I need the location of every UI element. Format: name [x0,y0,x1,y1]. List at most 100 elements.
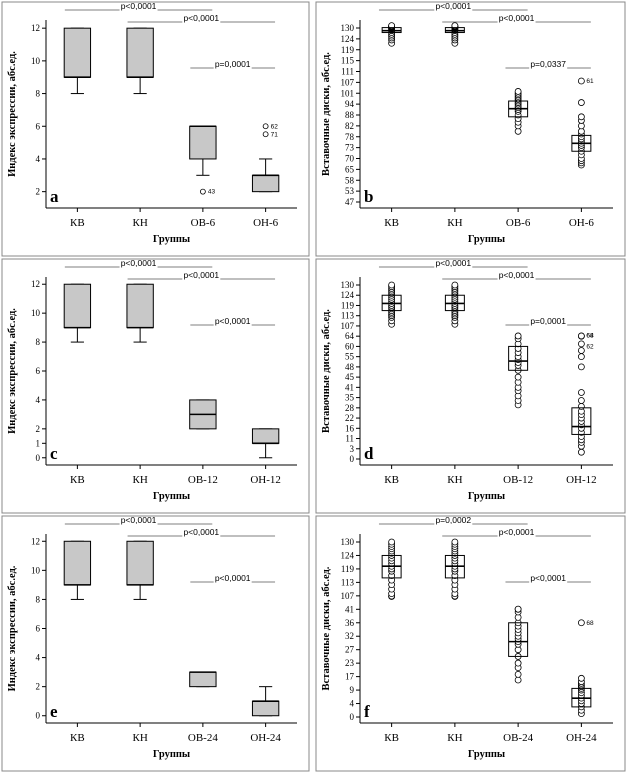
significance-label: p<0,0001 [215,316,251,326]
box [63,283,92,329]
y-tick-label: 55 [345,352,355,362]
y-tick-label: 124 [341,290,355,300]
box [508,345,529,371]
data-point [577,99,585,106]
panel-b: 4753586570737882889410110711111511912413… [315,1,626,257]
y-tick-label: 88 [345,110,355,120]
significance-label: p<0,0001 [121,1,157,11]
significance-label-bg [182,529,221,538]
data-point [451,538,459,546]
significance-label: p<0,0001 [121,258,157,268]
box [189,125,217,160]
y-tick-label: 119 [341,300,355,310]
y-tick-label: 107 [341,77,355,87]
data-point [577,347,585,354]
box [63,27,92,78]
significance-label: p=0,0002 [435,515,471,525]
panel-letter: d [364,444,374,463]
y-axis-title: Вставочные диски, абс.ед. [321,309,332,433]
significance-label: p=0,0001 [530,316,566,326]
panel-letter: c [50,444,58,463]
box [189,671,217,688]
y-tick-label: 6 [36,121,41,131]
y-tick-label: 2 [36,682,41,692]
y-tick-label: 8 [36,89,41,99]
x-category-label: КН [447,217,462,229]
outlier-label: 71 [271,131,279,138]
outlier-label: 43 [208,189,216,196]
y-tick-label: 36 [345,618,355,628]
x-category-label: ОН-6 [253,217,279,229]
y-tick-label: 47 [345,197,355,207]
significance-label-bg [182,272,221,281]
data-point [577,353,585,361]
x-category-label: КВ [384,474,399,486]
y-tick-label: 10 [31,565,41,575]
panel-frame [1,515,310,772]
y-tick-label: 101 [341,88,355,98]
y-tick-label: 32 [345,631,354,641]
significance-label: p<0,0001 [499,270,535,280]
y-tick-label: 107 [341,591,355,601]
y-tick-label: 4 [36,653,41,663]
panel-letter: e [50,702,58,721]
significance-label: p<0,0001 [499,527,535,537]
y-tick-label: 16 [345,423,355,433]
panel-frame [315,258,626,514]
y-tick-label: 60 [345,341,355,351]
significance-label-bg [434,3,473,12]
significance-label-bg [119,260,158,269]
y-tick-label: 12 [31,536,40,546]
data-point [577,448,585,456]
panel-frame [1,1,310,257]
y-axis-title: Индекс экспрессии, абс.ед. [7,565,18,691]
y-tick-label: 78 [345,132,355,142]
x-category-label: ОН-24 [566,732,597,744]
significance-label-bg [182,15,221,24]
y-tick-label: 130 [341,537,355,547]
panel-e: 0 2 4 6 8 10 12 КВ КН ОВ-24 ОН-24 Группы Индекс эксп… [1,515,310,772]
y-tick-label: 8 [36,337,41,347]
data-point [577,402,585,410]
panel-letter: f [364,702,370,721]
significance-label-bg [434,517,473,526]
significance-label: p=0,0337 [530,59,566,69]
x-category-label: ОН-6 [569,217,595,229]
data-point [577,389,585,396]
significance-label: p<0,0001 [183,270,219,280]
x-category-label: ОН-12 [250,474,281,486]
x-axis-title: Группы [468,749,505,760]
outlier-label: 68 [586,620,594,627]
y-axis-title: Вставочные диски, абс.ед. [321,52,332,176]
y-tick-label: 130 [341,280,355,290]
x-axis-title: Группы [468,234,505,245]
significance-label-bg [213,575,252,584]
x-category-label: КВ [70,474,85,486]
y-tick-label: 35 [345,393,355,403]
y-tick-label: 22 [345,413,354,423]
y-tick-label: 94 [345,99,355,109]
y-tick-label: 64 [345,331,355,341]
y-tick-label: 65 [345,164,355,174]
data-point [514,373,522,381]
box [571,407,592,435]
significance-label: p<0,0001 [499,13,535,23]
outlier-label: 61 [586,78,594,85]
data-point [514,670,522,678]
y-tick-label: 58 [345,175,355,185]
significance-label: p<0,0001 [215,573,251,583]
y-tick-label: 1 [36,438,41,448]
panel-frame [315,1,626,257]
outlier-point [199,188,206,195]
significance-label-bg [497,272,536,281]
x-category-label: КН [132,474,147,486]
data-point [388,538,396,546]
x-axis-title: Группы [468,491,505,502]
y-tick-label: 4 [36,395,41,405]
x-category-label: ОВ-24 [503,732,533,744]
x-category-label: КВ [70,732,85,744]
panel-a: 2 4 6 8 10 12 КВ КН ОВ-6 ОН-6 Группы Индекс экспрес… [1,1,310,257]
data-point [577,77,585,85]
y-tick-label: 119 [341,45,355,55]
y-tick-label: 4 [350,699,355,709]
